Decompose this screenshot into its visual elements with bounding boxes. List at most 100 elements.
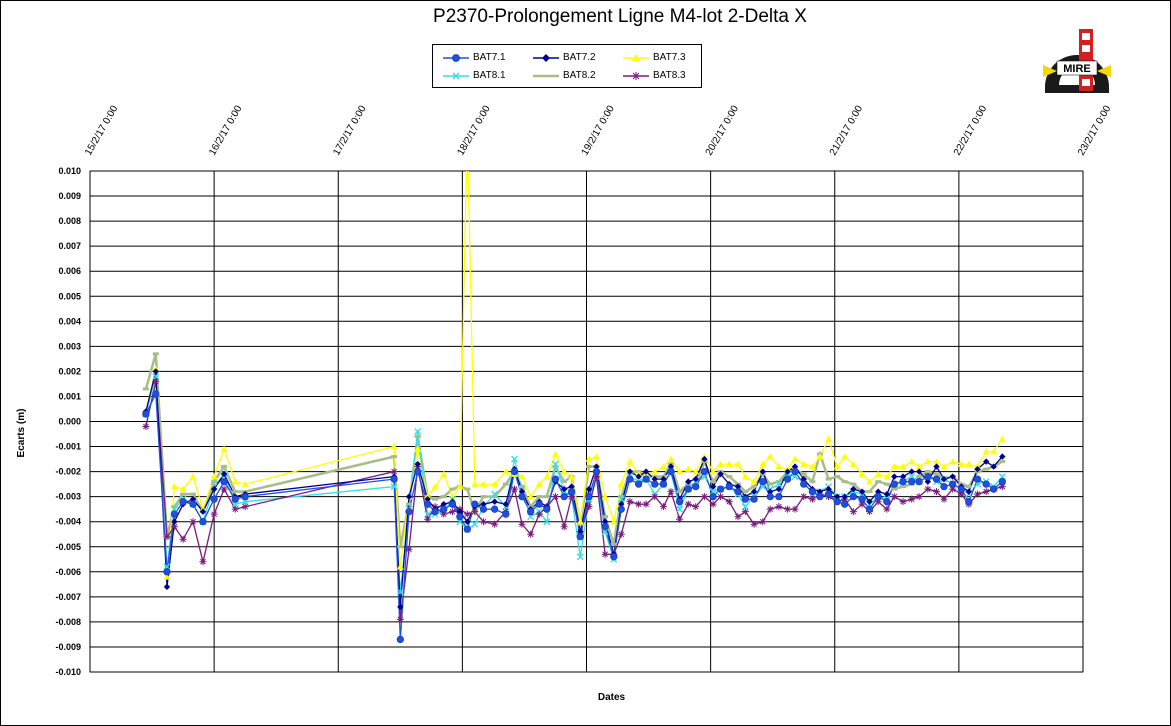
point-bat7-1 <box>396 635 404 644</box>
point-bat8-3 <box>152 377 160 385</box>
x-tick-label: 18/2/17 0:00 <box>455 103 493 157</box>
point-bat7-1 <box>989 485 998 493</box>
point-bat7-1 <box>908 477 916 486</box>
point-bat7-3 <box>883 473 891 480</box>
point-bat7-1 <box>510 467 519 476</box>
point-bat7-1 <box>142 410 150 418</box>
point-bat7-3 <box>808 463 816 470</box>
series-group <box>142 171 1006 644</box>
point-bat7-3 <box>543 473 551 480</box>
point-bat7-1 <box>560 493 568 501</box>
legend-swatch-bat8-1 <box>443 72 469 80</box>
point-bat7-2 <box>518 488 526 495</box>
point-bat7-1 <box>518 493 526 501</box>
point-bat8-3 <box>651 493 659 501</box>
x-tick-label: 15/2/17 0:00 <box>83 103 121 157</box>
point-bat7-1 <box>725 482 733 491</box>
point-bat8-1 <box>414 428 422 436</box>
point-bat7-2 <box>152 368 159 375</box>
point-bat8-3 <box>700 493 708 501</box>
point-bat7-1 <box>750 495 758 503</box>
point-bat7-1 <box>610 553 618 561</box>
y-tick-label: -0.006 <box>55 567 81 577</box>
point-bat8-3 <box>759 518 767 526</box>
point-bat7-1 <box>414 467 422 476</box>
point-bat8-3 <box>676 515 684 523</box>
y-tick-label: 0.003 <box>58 341 81 351</box>
point-bat8-1 <box>775 480 783 488</box>
point-bat7-1 <box>642 475 650 483</box>
point-bat7-1 <box>601 523 609 531</box>
point-bat7-1 <box>471 500 479 508</box>
point-bat7-2 <box>784 468 791 475</box>
point-bat7-1 <box>734 487 742 496</box>
point-bat8-3 <box>440 510 448 518</box>
point-bat7-1 <box>684 485 692 493</box>
point-bat7-3 <box>841 453 849 460</box>
point-bat7-3 <box>610 518 618 525</box>
point-bat8-1 <box>576 553 584 561</box>
point-bat7-2 <box>692 475 699 483</box>
point-bat7-2 <box>635 473 642 480</box>
point-bat7-3 <box>220 445 228 452</box>
point-bat7-2 <box>440 500 447 508</box>
point-bat7-2 <box>999 453 1006 460</box>
point-bat7-2 <box>220 470 228 478</box>
y-tick-label: 0.009 <box>58 191 81 201</box>
point-bat7-1 <box>766 493 774 501</box>
point-bat7-3 <box>825 435 833 442</box>
y-tick-label: 0.000 <box>58 417 81 427</box>
point-bat7-1 <box>915 477 923 486</box>
point-bat7-1 <box>179 498 187 506</box>
point-bat8-3 <box>684 500 692 508</box>
y-tick-label: 0.004 <box>58 316 81 326</box>
point-bat8-1 <box>424 510 432 518</box>
point-bat7-3 <box>518 473 526 480</box>
point-bat7-2 <box>990 463 997 470</box>
point-bat8-3 <box>982 488 990 496</box>
point-bat7-1 <box>440 505 448 513</box>
point-bat7-1 <box>423 500 432 508</box>
point-bat8-3 <box>592 473 600 481</box>
point-bat7-2 <box>899 473 907 480</box>
point-bat7-3 <box>659 463 667 470</box>
point-bat8-1 <box>543 518 551 526</box>
point-bat8-3 <box>924 485 932 493</box>
point-bat8-3 <box>849 508 857 516</box>
point-bat7-3 <box>163 573 171 580</box>
point-bat7-2 <box>866 498 873 505</box>
point-bat8-3 <box>527 530 535 538</box>
point-bat7-1 <box>576 533 584 541</box>
x-tick-label: 20/2/17 0:00 <box>704 103 742 157</box>
point-bat7-3 <box>717 460 725 467</box>
point-bat8-3 <box>858 500 866 508</box>
point-bat7-1 <box>709 493 717 501</box>
point-bat7-2 <box>982 458 990 465</box>
point-bat7-1 <box>924 472 932 481</box>
point-bat7-3 <box>750 478 758 485</box>
point-bat8-3 <box>808 495 816 503</box>
point-bat7-3 <box>734 460 742 467</box>
point-bat7-2 <box>924 478 932 485</box>
point-bat7-1 <box>502 510 510 518</box>
point-bat7-1 <box>199 518 207 526</box>
point-bat7-1 <box>940 482 948 491</box>
point-bat8-3 <box>791 505 799 513</box>
point-bat8-3 <box>560 523 568 531</box>
point-bat7-2 <box>405 493 413 500</box>
point-bat7-3 <box>833 463 841 470</box>
point-bat7-2 <box>464 518 471 525</box>
x-tick-label: 23/2/17 0:00 <box>1076 103 1114 157</box>
y-axis-title: Ecarts (m) <box>16 409 27 458</box>
point-bat7-3 <box>241 480 249 487</box>
point-bat7-2 <box>667 463 675 470</box>
legend-label-bat7-1: BAT7.1 <box>473 52 506 63</box>
mire-logo: MIRE <box>1043 27 1111 93</box>
y-tick-label: 0.008 <box>58 216 81 226</box>
point-bat8-3 <box>890 493 898 501</box>
point-bat8-3 <box>659 503 667 511</box>
point-bat7-3 <box>924 458 932 465</box>
point-bat7-1 <box>858 495 866 503</box>
point-bat8-3 <box>874 498 882 506</box>
